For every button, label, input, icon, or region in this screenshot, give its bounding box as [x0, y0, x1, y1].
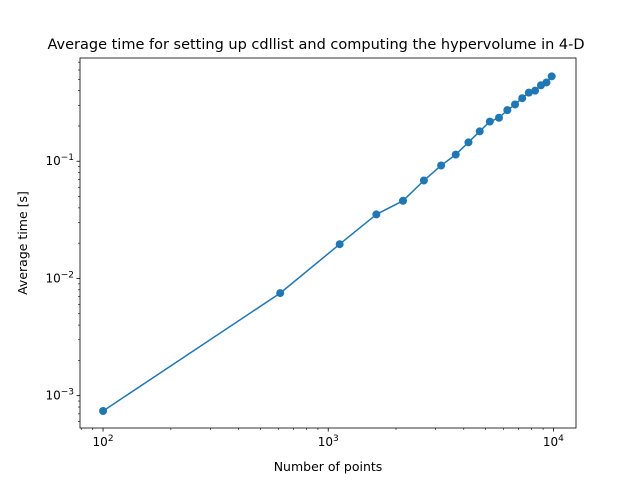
- data-point: [494, 113, 503, 122]
- data-point: [531, 86, 540, 95]
- x-tick-label: 102: [93, 434, 114, 449]
- data-point: [398, 196, 407, 205]
- data-point: [485, 117, 494, 126]
- y-tick-label: 10−2: [45, 270, 74, 285]
- data-point: [547, 72, 556, 81]
- plot-frame: [79, 57, 577, 429]
- x-tick-label: 104: [543, 434, 564, 449]
- data-point: [524, 88, 533, 97]
- x-major-ticks: 102 103 104: [93, 428, 564, 449]
- series-line: [102, 75, 553, 412]
- data-point: [372, 210, 381, 219]
- series-group: [99, 72, 556, 416]
- x-axis-label: Number of points: [274, 459, 383, 474]
- data-point: [99, 407, 108, 416]
- data-point: [437, 161, 446, 170]
- data-point: [335, 240, 344, 249]
- data-point: [464, 138, 473, 147]
- data-point: [475, 127, 484, 136]
- x-tick-label: 103: [318, 434, 339, 449]
- y-major-ticks: 10−3 10−2 10−1: [45, 153, 80, 403]
- data-point: [451, 150, 460, 159]
- data-point: [518, 94, 527, 103]
- data-point: [542, 78, 551, 87]
- data-point: [276, 289, 285, 298]
- data-point: [419, 176, 428, 185]
- y-tick-label: 10−1: [45, 153, 74, 168]
- data-point: [511, 100, 520, 109]
- chart-title: Average time for setting up cdllist and …: [47, 37, 584, 53]
- data-point: [503, 106, 512, 115]
- y-axis-label: Average time [s]: [15, 191, 30, 295]
- y-tick-label: 10−3: [45, 388, 74, 403]
